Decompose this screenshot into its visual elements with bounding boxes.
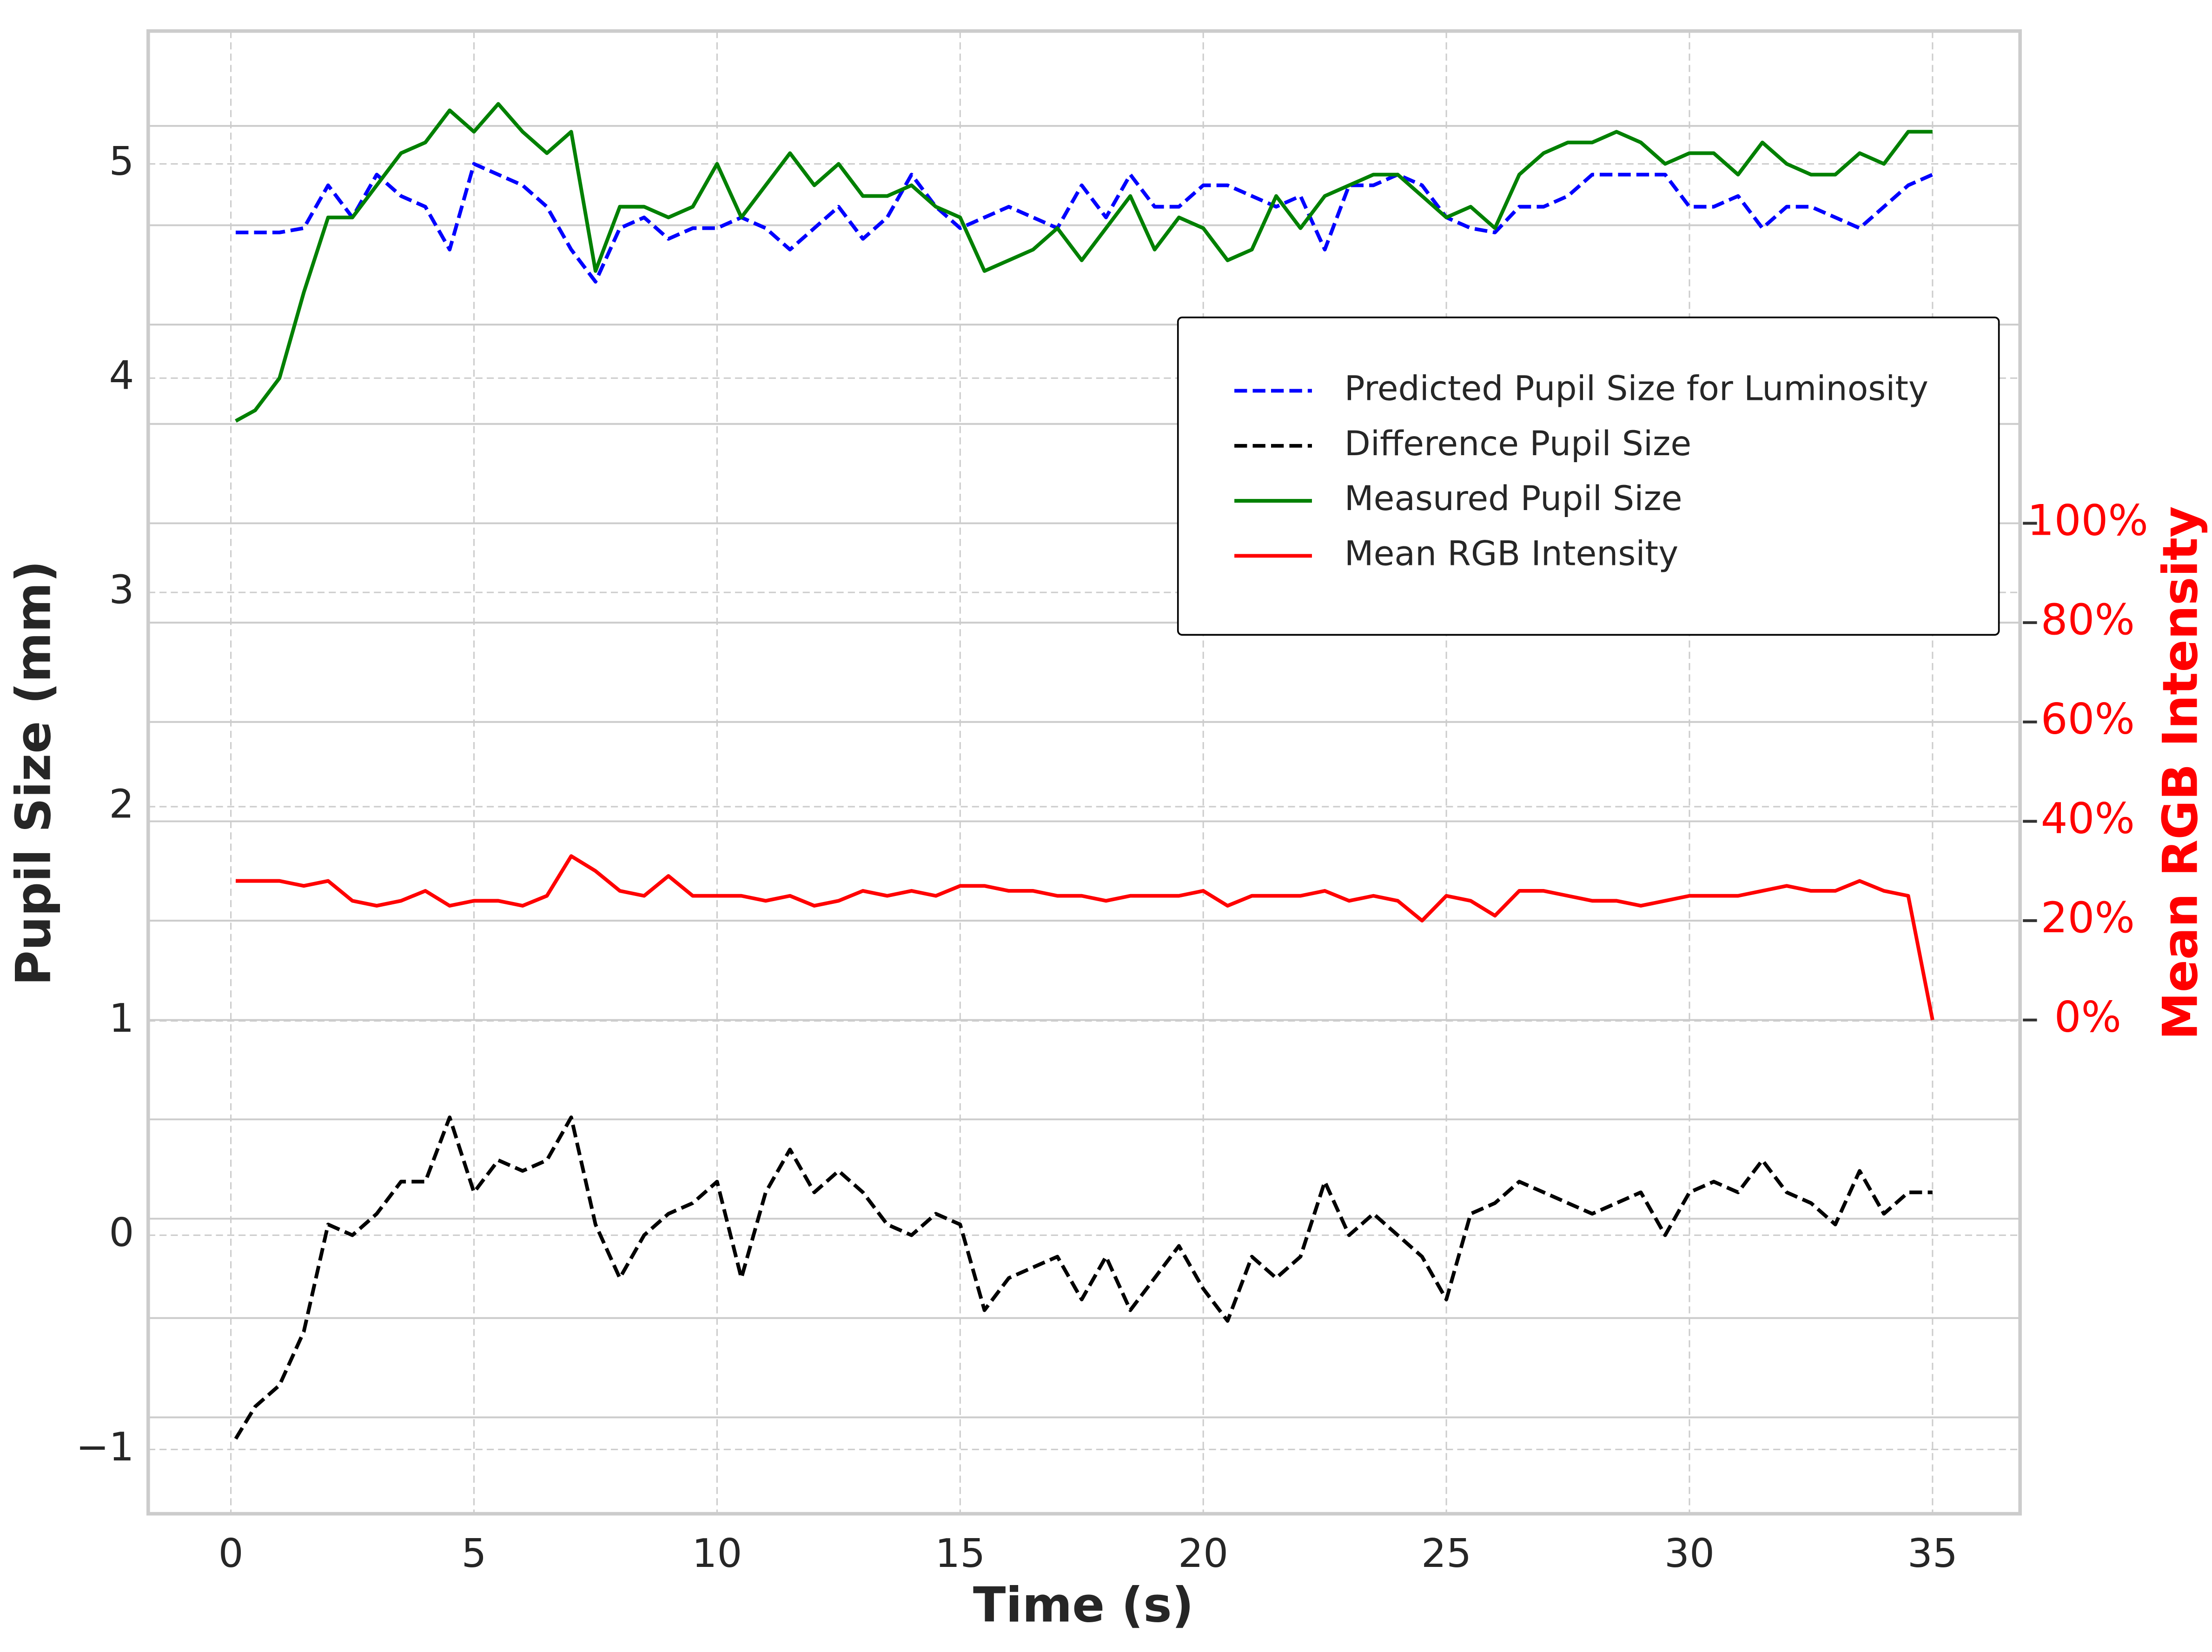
y2-tick-label: 0% [2054, 993, 2121, 1042]
y-tick-label: 5 [109, 139, 134, 185]
x-tick-label: 35 [1907, 1531, 1958, 1577]
series-line [236, 854, 1934, 1021]
legend-label: Difference Pupil Size [1344, 424, 1691, 464]
x-tick-label: 25 [1421, 1531, 1471, 1577]
y-tick-label: 0 [109, 1210, 134, 1256]
x-tick-label: 30 [1664, 1531, 1715, 1577]
legend-label: Measured Pupil Size [1344, 479, 1682, 518]
legend-label: Mean RGB Intensity [1344, 534, 1678, 573]
plot-frame [146, 29, 2022, 1516]
y2-tick-label: 20% [2041, 894, 2135, 942]
x-tick-label: 0 [219, 1531, 244, 1577]
x-tick-label: 5 [461, 1531, 486, 1577]
y2-tick-label: 80% [2041, 596, 2135, 644]
y2-tick-label: 100% [2027, 496, 2148, 545]
series-line [235, 102, 1933, 423]
y-tick-label: 4 [109, 353, 134, 399]
y-tick-label: −1 [76, 1424, 134, 1470]
legend-label: Predicted Pupil Size for Luminosity [1344, 369, 1928, 408]
series-line [234, 1115, 1933, 1440]
y2-tick-label: 60% [2041, 695, 2135, 744]
x-tick-label: 10 [692, 1531, 742, 1577]
legend-box [1177, 316, 2000, 636]
x-tick-label: 15 [935, 1531, 985, 1577]
series-line [236, 162, 1934, 284]
y2-tick-label: 40% [2041, 794, 2135, 843]
y-tick-label: 1 [109, 995, 134, 1042]
x-axis-label: Time (s) [973, 1577, 1194, 1633]
y-tick-label: 3 [109, 567, 134, 613]
y2-axis-label: Mean RGB Intensity [2152, 506, 2208, 1040]
x-tick-label: 20 [1178, 1531, 1228, 1577]
y-axis-label: Pupil Size (mm) [6, 561, 61, 986]
y-tick-label: 2 [109, 781, 134, 827]
